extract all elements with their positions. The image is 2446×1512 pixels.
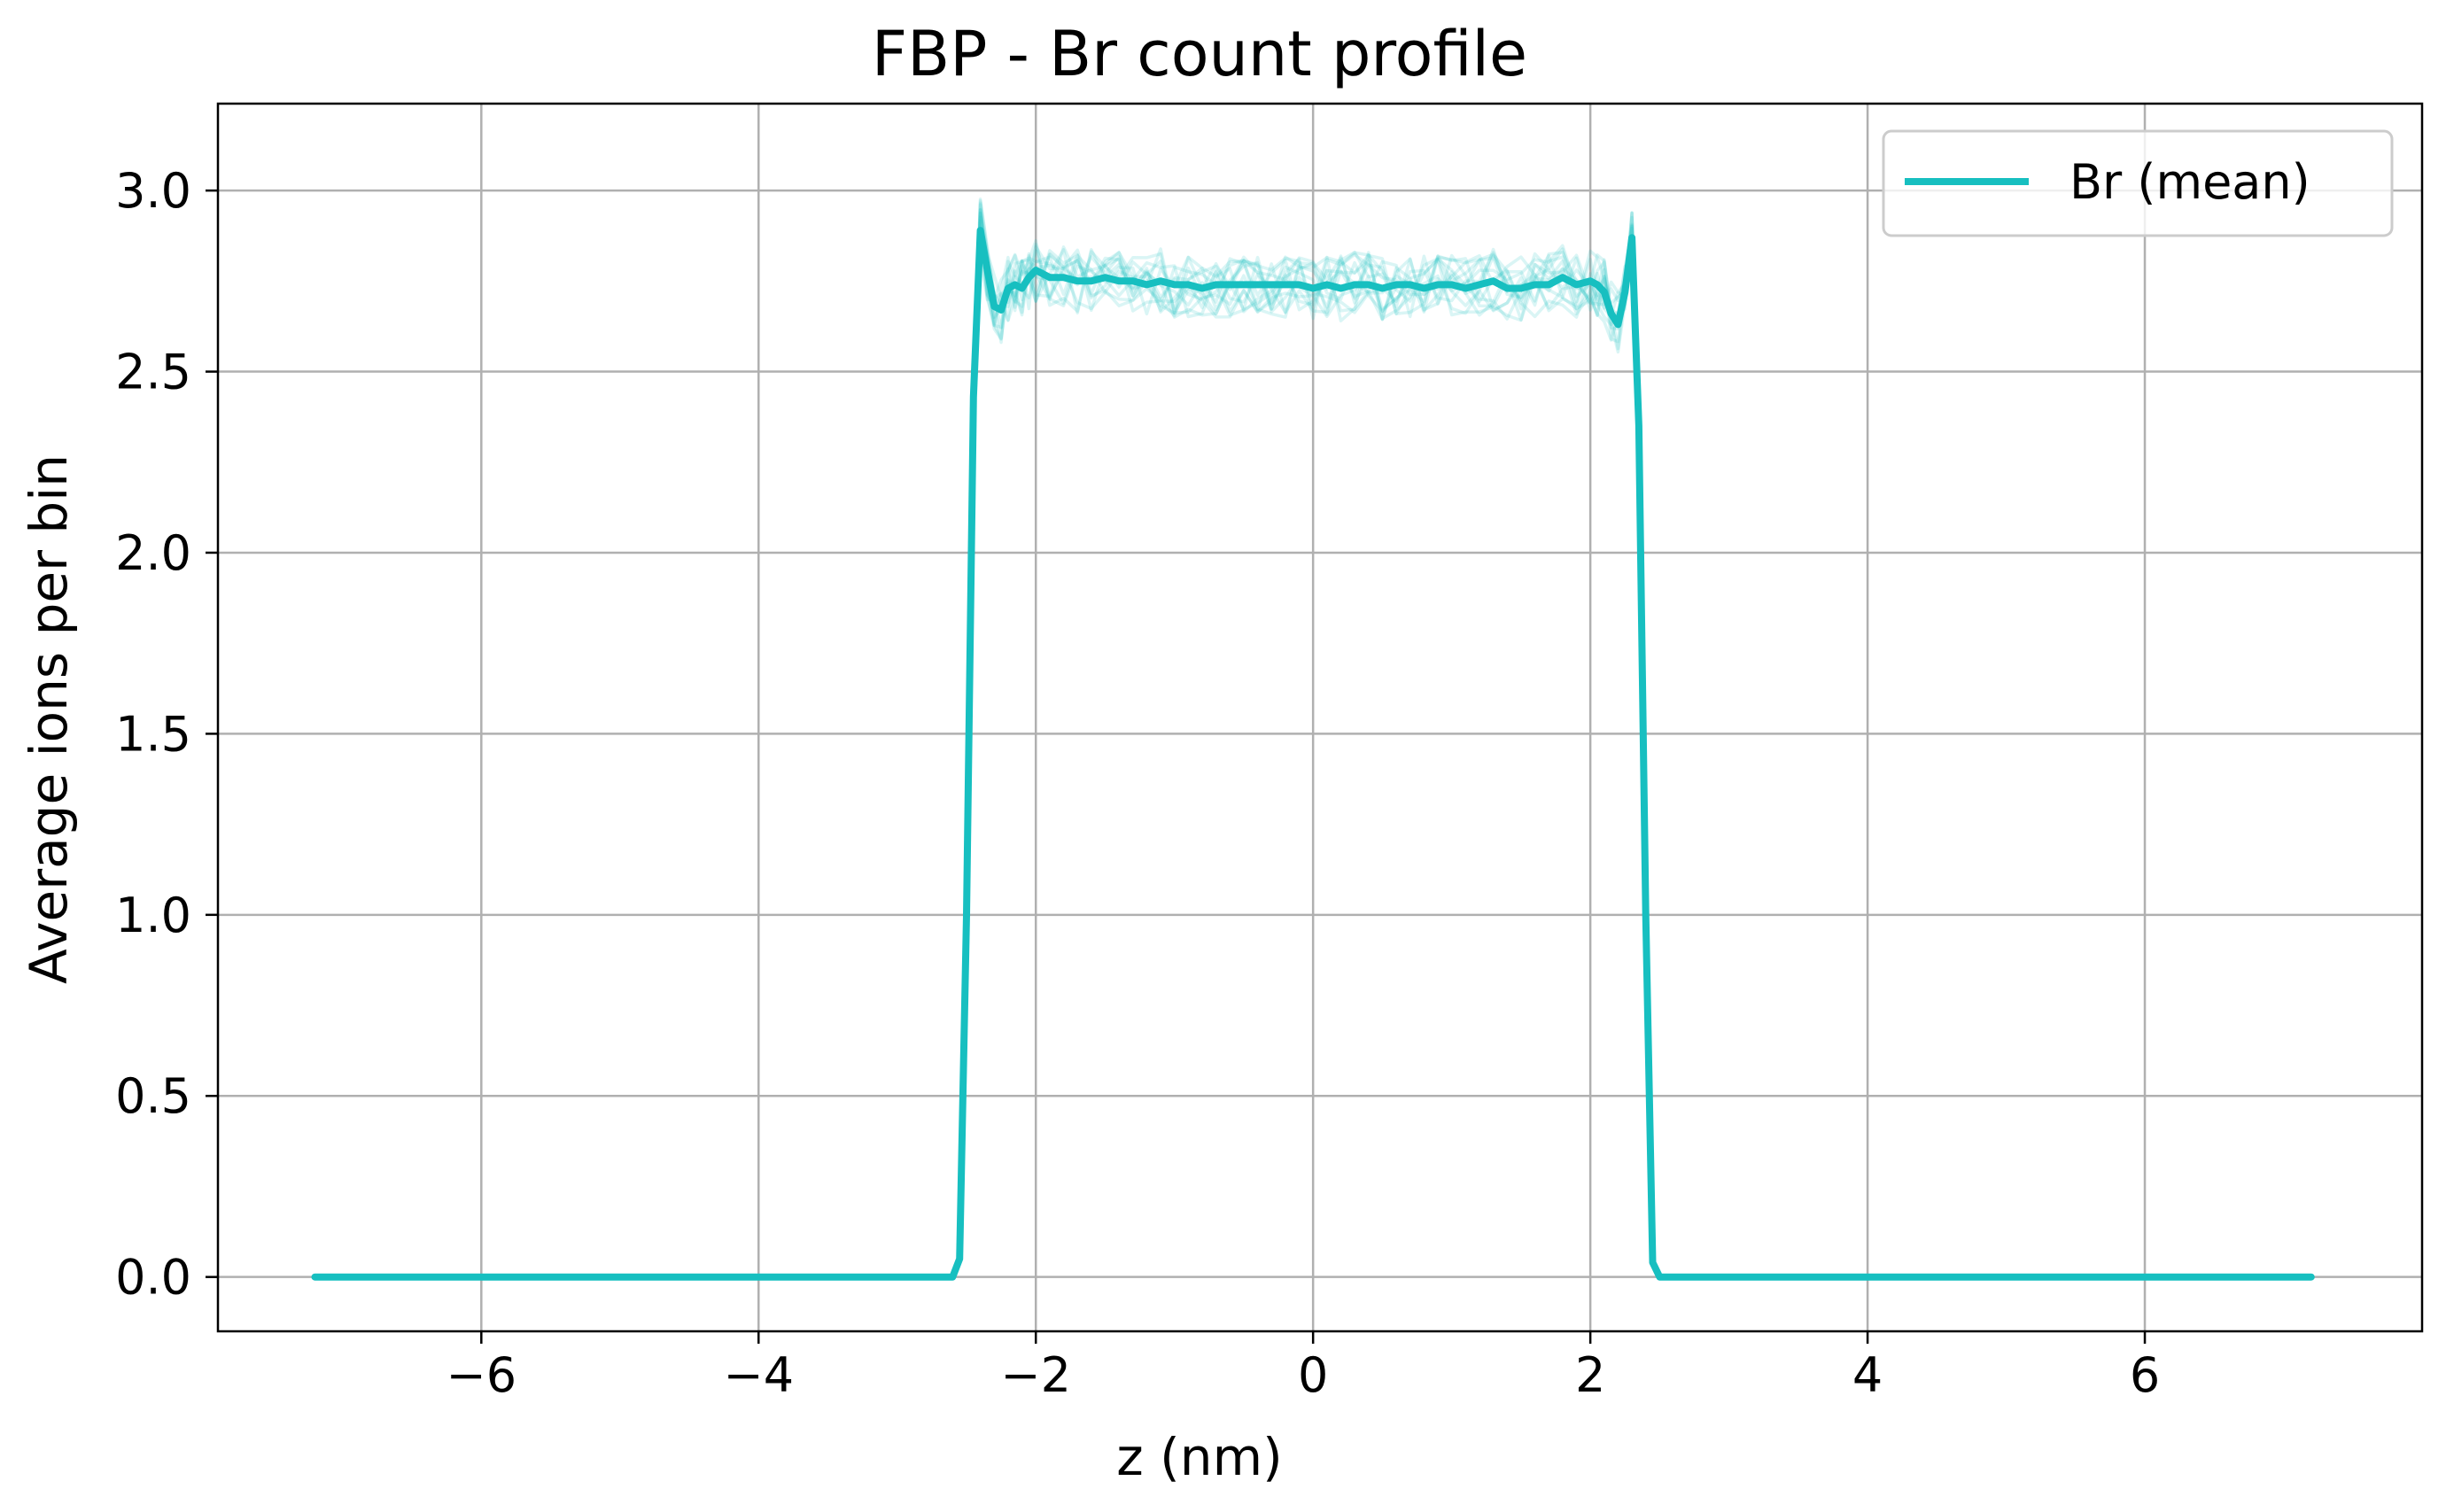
x-tick-label: 0	[1298, 1347, 1328, 1403]
series-line-br-mean	[311, 227, 2315, 1281]
y-axis-label: Average ions per bin	[19, 454, 79, 984]
replicate-trace	[314, 215, 2311, 1279]
legend-label: Br (mean)	[2069, 154, 2310, 210]
y-tick-label: 0.5	[115, 1068, 191, 1124]
series-lines	[311, 227, 2315, 1281]
y-tick-label: 2.0	[115, 525, 191, 581]
replicate-trace	[314, 224, 2311, 1279]
legend: Br (mean)	[1882, 129, 2394, 237]
y-tick-label: 1.0	[115, 888, 191, 943]
replicate-trace	[314, 203, 2311, 1279]
replicate-trace	[314, 211, 2311, 1279]
y-tick-label: 3.0	[115, 163, 191, 219]
replicate-trace	[314, 212, 2311, 1279]
plot-frame	[216, 102, 2424, 1333]
y-tick-label: 2.5	[115, 345, 191, 400]
x-tick-label: 4	[1852, 1347, 1883, 1403]
replicate-trace	[314, 198, 2311, 1279]
x-tick-label: 6	[2130, 1347, 2160, 1403]
axes	[206, 102, 2424, 1344]
replicate-trace	[314, 215, 2311, 1279]
tick-labels: −6 −4 −2 0 2 4 6 0.0 0.5 1.0 1.5 2.0 2.5 3.0	[115, 163, 2160, 1403]
chart-title: FBP - Br count profile	[872, 18, 1527, 90]
legend-frame	[1882, 129, 2394, 237]
x-axis-label: z (nm)	[1116, 1427, 1282, 1487]
x-tick-label: −4	[723, 1347, 794, 1403]
x-tick-label: 2	[1575, 1347, 1605, 1403]
replicate-traces	[314, 197, 2311, 1279]
x-tick-label: −6	[446, 1347, 517, 1403]
replicate-trace	[314, 211, 2311, 1279]
y-tick-label: 0.0	[115, 1250, 191, 1306]
x-tick-label: −2	[1000, 1347, 1071, 1403]
y-tick-label: 1.5	[115, 706, 191, 762]
replicate-trace	[314, 208, 2311, 1279]
replicate-trace	[314, 207, 2311, 1279]
replicate-trace	[314, 211, 2311, 1279]
